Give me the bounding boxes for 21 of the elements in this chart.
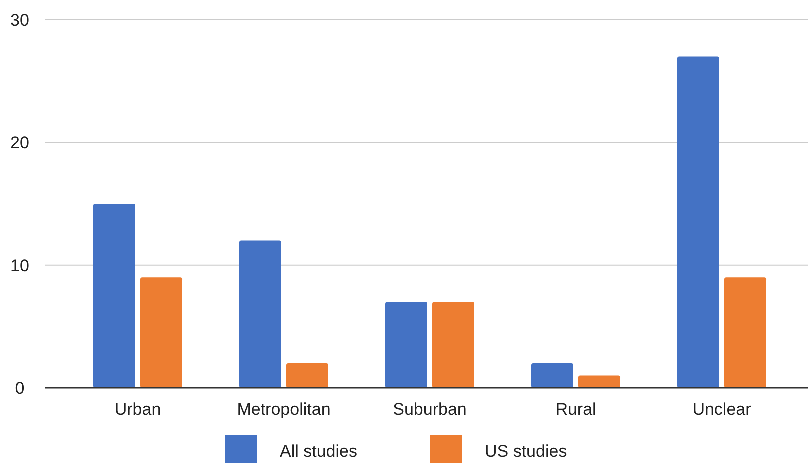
bar	[140, 278, 182, 388]
legend-label: US studies	[485, 442, 568, 461]
x-tick-label: Urban	[114, 400, 162, 419]
bar	[94, 204, 136, 388]
bar	[286, 363, 328, 388]
x-tick-label: Suburban	[393, 400, 467, 419]
y-tick-label: 20	[10, 134, 30, 153]
y-tick-label: 30	[10, 10, 30, 30]
x-tick-label: Unclear	[692, 400, 752, 419]
y-tick-label: 0	[15, 378, 25, 398]
y-tick-label: 10	[10, 256, 30, 276]
legend-label: All studies	[280, 442, 358, 461]
bar	[678, 56, 720, 388]
x-tick-label: Metropolitan	[237, 400, 331, 419]
bar	[578, 376, 620, 388]
bar	[432, 302, 474, 388]
bar	[532, 363, 574, 388]
bar	[386, 302, 428, 388]
x-tick-label: Rural	[556, 400, 596, 419]
bar	[724, 278, 766, 388]
bar	[240, 240, 282, 388]
